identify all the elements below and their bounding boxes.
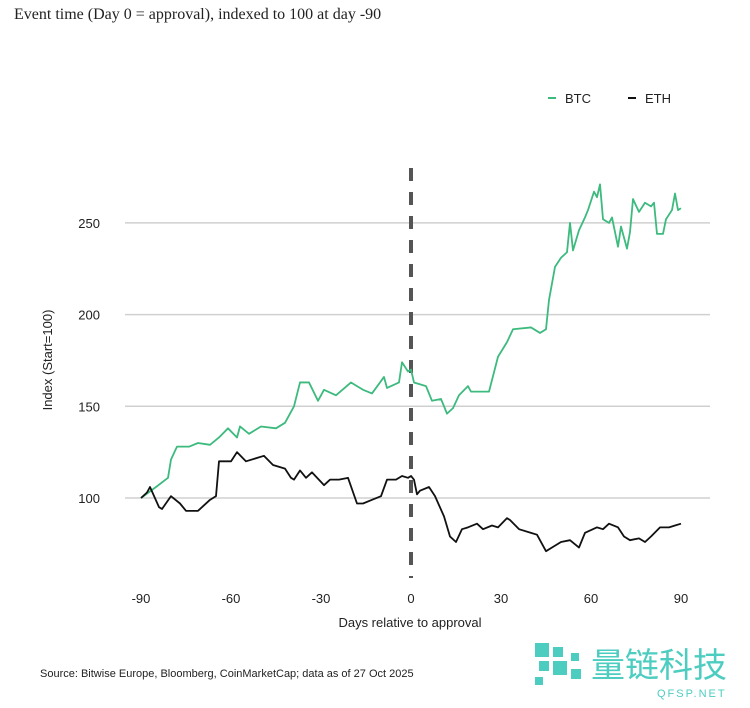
x-axis-label: Days relative to approval (338, 615, 481, 630)
y-axis-label: Index (Start=100) (40, 310, 55, 411)
y-tick-label: 200 (78, 308, 100, 323)
y-tick-label: 250 (78, 216, 100, 231)
x-tick-label: 60 (584, 591, 598, 606)
series-line-btc (140, 183, 682, 499)
x-tick-label: -60 (222, 591, 241, 606)
svg-text:QFSP.NET: QFSP.NET (657, 688, 727, 700)
y-tick-label: 150 (78, 399, 100, 414)
source-note: Source: Bitwise Europe, Bloomberg, CoinM… (40, 668, 414, 680)
legend: BTC ETH (548, 91, 671, 106)
series-line-eth (140, 451, 682, 553)
watermark-logo: 量链科技 QFSP.NET (527, 633, 750, 703)
legend-label-btc: BTC (565, 91, 591, 106)
legend-label-eth: ETH (645, 91, 671, 106)
x-tick-label: -30 (312, 591, 331, 606)
y-tick-label: 100 (78, 491, 100, 506)
x-tick-label: 90 (674, 591, 688, 606)
svg-text:量链科技: 量链科技 (591, 646, 727, 686)
x-tick-label: -90 (132, 591, 151, 606)
x-tick-label: 0 (407, 591, 414, 606)
x-tick-label: 30 (494, 591, 508, 606)
chart-subtitle: Event time (Day 0 = approval), indexed t… (14, 6, 382, 23)
